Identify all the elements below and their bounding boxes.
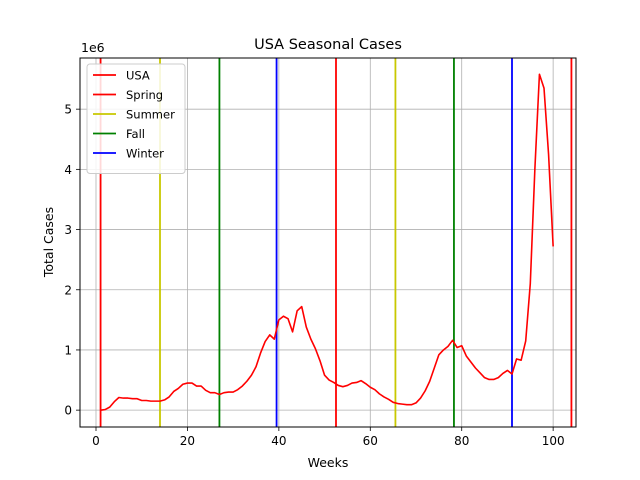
x-tick-label: 0: [92, 434, 100, 448]
plot-frame: [79, 57, 577, 428]
legend-box: [86, 63, 186, 174]
y-tick-label: 3: [64, 223, 72, 237]
x-tick-label: 20: [180, 434, 195, 448]
y-tick-label: 5: [64, 103, 72, 117]
legend-label: Winter: [126, 146, 164, 160]
x-tick-label: 60: [363, 434, 378, 448]
x-axis-label: Weeks: [308, 455, 349, 470]
y-offset-label: 1e6: [81, 40, 105, 55]
chart-title: USA Seasonal Cases: [254, 37, 402, 53]
legend-label: Spring: [126, 88, 163, 102]
x-tick-label: 100: [542, 434, 565, 448]
x-tick-label: 40: [271, 434, 286, 448]
legend-label: USA: [126, 68, 150, 82]
legend-label: Fall: [126, 127, 145, 141]
y-tick-label: 1: [64, 343, 72, 357]
y-axis-label: Total Cases: [41, 207, 56, 278]
grid-lines: [80, 58, 576, 427]
y-tick-label: 0: [64, 404, 72, 418]
legend: USA Spring Summer Fall Winter: [86, 63, 186, 174]
series-line-usa: [100, 73, 554, 411]
y-tick-label: 4: [64, 163, 72, 177]
x-tick-label: 80: [454, 434, 469, 448]
series-lines: [100, 73, 554, 411]
y-tick-label: 2: [64, 283, 72, 297]
legend-label: Summer: [126, 107, 175, 121]
axis-ticks: 0 20 40 60 80 100 0 1 2 3 4 5: [64, 103, 564, 448]
